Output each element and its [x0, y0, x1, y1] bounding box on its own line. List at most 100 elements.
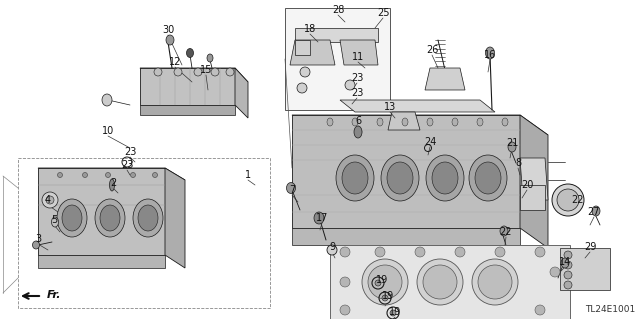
Polygon shape — [340, 100, 495, 112]
Circle shape — [415, 247, 425, 257]
Circle shape — [390, 310, 396, 316]
Ellipse shape — [561, 258, 569, 268]
Ellipse shape — [109, 179, 115, 191]
Ellipse shape — [152, 173, 157, 177]
Ellipse shape — [106, 173, 111, 177]
Ellipse shape — [500, 226, 508, 236]
Ellipse shape — [58, 173, 63, 177]
Ellipse shape — [138, 205, 158, 231]
Polygon shape — [285, 8, 390, 110]
Ellipse shape — [362, 259, 408, 305]
Ellipse shape — [426, 155, 464, 201]
Polygon shape — [292, 228, 520, 245]
Ellipse shape — [381, 155, 419, 201]
Circle shape — [535, 305, 545, 315]
Polygon shape — [140, 68, 235, 105]
Ellipse shape — [131, 173, 136, 177]
Ellipse shape — [207, 54, 213, 62]
Ellipse shape — [452, 118, 458, 126]
Ellipse shape — [423, 265, 457, 299]
Ellipse shape — [100, 205, 120, 231]
Text: 23: 23 — [121, 160, 133, 170]
Ellipse shape — [83, 173, 88, 177]
Polygon shape — [520, 185, 545, 210]
Text: 25: 25 — [377, 8, 389, 18]
Ellipse shape — [42, 192, 58, 208]
Polygon shape — [330, 245, 570, 319]
Circle shape — [564, 251, 572, 259]
Text: 12: 12 — [169, 57, 181, 67]
Text: 13: 13 — [384, 102, 396, 112]
Ellipse shape — [486, 47, 495, 59]
Ellipse shape — [368, 265, 402, 299]
Circle shape — [495, 247, 505, 257]
Text: 28: 28 — [332, 5, 344, 15]
Text: 30: 30 — [162, 25, 174, 35]
Ellipse shape — [592, 206, 600, 216]
Polygon shape — [520, 115, 548, 248]
Polygon shape — [295, 40, 310, 55]
Text: 21: 21 — [506, 138, 518, 148]
Circle shape — [340, 247, 350, 257]
Circle shape — [340, 277, 350, 287]
Text: 22: 22 — [571, 195, 583, 205]
Text: 18: 18 — [304, 24, 316, 34]
Ellipse shape — [557, 189, 579, 211]
Circle shape — [194, 68, 202, 76]
Ellipse shape — [51, 217, 58, 227]
Text: 29: 29 — [584, 242, 596, 252]
Text: 1: 1 — [245, 170, 251, 180]
Polygon shape — [140, 105, 235, 115]
Ellipse shape — [314, 212, 324, 224]
Text: 27: 27 — [588, 207, 600, 217]
Circle shape — [174, 68, 182, 76]
Ellipse shape — [477, 118, 483, 126]
Polygon shape — [140, 68, 248, 82]
Polygon shape — [340, 40, 378, 65]
Ellipse shape — [432, 162, 458, 194]
Text: 11: 11 — [352, 52, 364, 62]
Ellipse shape — [352, 118, 358, 126]
Ellipse shape — [402, 118, 408, 126]
Polygon shape — [235, 68, 248, 118]
Circle shape — [375, 247, 385, 257]
Text: 19: 19 — [376, 275, 388, 285]
Ellipse shape — [133, 199, 163, 237]
Circle shape — [297, 83, 307, 93]
Ellipse shape — [33, 241, 40, 249]
Ellipse shape — [95, 199, 125, 237]
Text: Fr.: Fr. — [47, 290, 61, 300]
Polygon shape — [560, 248, 610, 290]
Polygon shape — [425, 68, 465, 90]
Polygon shape — [292, 115, 520, 228]
Text: 14: 14 — [559, 257, 571, 267]
Ellipse shape — [472, 259, 518, 305]
Text: 22: 22 — [500, 227, 512, 237]
Ellipse shape — [508, 142, 516, 152]
Text: 19: 19 — [382, 291, 394, 301]
Ellipse shape — [354, 126, 362, 138]
Ellipse shape — [387, 162, 413, 194]
Text: 6: 6 — [355, 116, 361, 126]
Text: 4: 4 — [45, 195, 51, 205]
Circle shape — [455, 247, 465, 257]
Circle shape — [550, 267, 560, 277]
Ellipse shape — [46, 196, 54, 204]
Ellipse shape — [102, 94, 112, 106]
Polygon shape — [38, 168, 185, 180]
Text: 2: 2 — [110, 178, 116, 188]
Polygon shape — [520, 158, 548, 200]
Text: 23: 23 — [351, 88, 363, 98]
Text: 23: 23 — [124, 147, 136, 157]
Ellipse shape — [336, 155, 374, 201]
Text: 20: 20 — [521, 180, 533, 190]
Text: 8: 8 — [515, 158, 521, 168]
Ellipse shape — [57, 199, 87, 237]
Polygon shape — [290, 40, 335, 65]
Ellipse shape — [327, 118, 333, 126]
Ellipse shape — [342, 162, 368, 194]
Text: TL24E1001: TL24E1001 — [585, 305, 635, 314]
Ellipse shape — [166, 35, 174, 45]
Circle shape — [300, 67, 310, 77]
Ellipse shape — [377, 118, 383, 126]
